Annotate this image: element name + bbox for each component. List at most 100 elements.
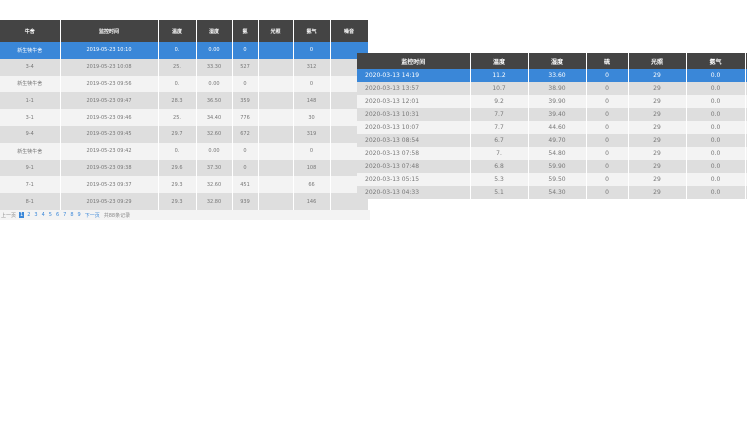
table-cell-extra xyxy=(745,147,748,160)
table-header: 牛舍 监控时间 温度 湿度氨光照 氨气 噪音 xyxy=(0,20,369,42)
table-cell: 37.30 xyxy=(196,159,233,177)
table-row[interactable]: 7-1 2019-05-23 09:37 29.3 32.60 451 66 xyxy=(0,176,369,194)
table-cell-extra xyxy=(745,69,748,82)
table-row[interactable]: 2020-03-13 10:07 7.7 44.60 0 29 0.0 xyxy=(357,121,748,134)
table-cell: 0 xyxy=(232,159,259,177)
column-header[interactable]: 监控时间 xyxy=(60,20,159,42)
column-header[interactable]: 噪音 xyxy=(330,20,369,42)
table-row[interactable]: 2020-03-13 05:15 5.3 59.50 0 29 0.0 xyxy=(357,173,748,186)
table-row[interactable]: 8-1 2019-05-23 09:29 29.3 32.80 939 146 xyxy=(0,193,369,210)
column-header[interactable]: 氨气 xyxy=(686,53,746,69)
table-cell: 0 xyxy=(586,121,629,134)
table-cell: 36.50 xyxy=(196,92,233,110)
pager-page-5[interactable]: 5 xyxy=(48,212,52,218)
pager-page-9[interactable]: 9 xyxy=(77,212,81,218)
table-cell: 0.0 xyxy=(686,186,746,199)
pager-prev-button[interactable]: 上一页 xyxy=(1,212,17,219)
table-cell: 29.7 xyxy=(158,125,197,143)
table-cell: 28.3 xyxy=(158,92,197,110)
table-row[interactable]: 9-4 2019-05-23 09:45 29.7 32.60 672 319 xyxy=(0,125,369,143)
table-cell: 0 xyxy=(586,134,629,147)
pager-page-2[interactable]: 2 xyxy=(27,212,31,218)
column-header[interactable]: 牛舍 xyxy=(0,20,61,42)
table-cell-extra xyxy=(745,134,748,147)
table-cell: 29 xyxy=(628,69,687,82)
table-row[interactable]: 2020-03-13 12:01 9.2 39.90 0 29 0.0 xyxy=(357,95,748,108)
table-cell: 319 xyxy=(293,125,331,143)
column-header[interactable]: 硫 xyxy=(586,53,629,69)
table-cell: 29 xyxy=(628,147,687,160)
table-cell: 25. xyxy=(158,58,197,76)
table-cell: 0.0 xyxy=(686,173,746,186)
pager-page-8[interactable]: 8 xyxy=(70,212,74,218)
pager-page-4[interactable]: 4 xyxy=(41,212,45,218)
column-header[interactable]: 温度 xyxy=(470,53,529,69)
pager-total: 共88条记录 xyxy=(103,212,131,219)
table-row[interactable]: 2020-03-13 04:33 5.1 54.30 0 29 0.0 xyxy=(357,186,748,199)
table-cell: 2020-03-13 07:48 xyxy=(357,160,471,173)
table-cell: 29 xyxy=(628,121,687,134)
table-cell: 5.3 xyxy=(470,173,529,186)
table-cell: 7-1 xyxy=(0,176,61,194)
column-header[interactable]: 氨 xyxy=(232,20,259,42)
table-cell: 0.0 xyxy=(686,69,746,82)
table-cell: 0 xyxy=(586,108,629,121)
pager-page-6[interactable]: 6 xyxy=(55,212,60,218)
table-cell: 29.3 xyxy=(158,176,197,194)
column-header[interactable]: 光照 xyxy=(258,20,294,42)
pager-next-button[interactable]: 下一页 xyxy=(84,212,100,219)
table-cell xyxy=(258,109,294,126)
table-cell: 0 xyxy=(293,142,331,160)
table-row[interactable]: 2020-03-13 07:48 6.8 59.90 0 29 0.0 xyxy=(357,160,748,173)
column-header[interactable]: 监控时间 xyxy=(357,53,471,69)
table-cell: 939 xyxy=(232,193,259,210)
table-cell: 2019-05-23 09:37 xyxy=(60,176,159,194)
table-cell-extra xyxy=(745,160,748,173)
table-row[interactable]: 2020-03-13 07:58 7. 54.80 0 29 0.0 xyxy=(357,147,748,160)
table-cell: 2020-03-13 10:07 xyxy=(357,121,471,134)
column-header[interactable]: 温度 xyxy=(158,20,197,42)
table-cell: 146 xyxy=(293,193,331,210)
table-row[interactable]: 3-1 2019-05-23 09:46 25. 34.40 776 30 xyxy=(0,109,369,126)
table-cell: 2019-05-23 10:08 xyxy=(60,58,159,76)
table-row[interactable]: 2020-03-13 10:31 7.7 39.40 0 29 0.0 xyxy=(357,108,748,121)
table-cell: 312 xyxy=(293,58,331,76)
table-cell: 59.50 xyxy=(528,173,587,186)
column-header[interactable]: 氨气 xyxy=(293,20,331,42)
table-cell: 新生犊牛舍 xyxy=(0,142,61,160)
table-cell: 0.00 xyxy=(196,75,233,93)
table-cell: 2020-03-13 07:58 xyxy=(357,147,471,160)
table-cell: 451 xyxy=(232,176,259,194)
pager-page-3[interactable]: 3 xyxy=(34,212,38,218)
table-cell: 66 xyxy=(293,176,331,194)
column-header[interactable]: 湿度 xyxy=(196,20,233,42)
table-cell: 29 xyxy=(628,186,687,199)
table-row[interactable]: 2020-03-13 14:19 11.2 33.60 0 29 0.0 xyxy=(357,69,748,82)
pager-page-1[interactable]: 1 xyxy=(19,212,25,218)
table-cell: 108 xyxy=(293,159,331,177)
table-cell: 32.60 xyxy=(196,176,233,194)
table-row[interactable]: 1-1 2019-05-23 09:47 28.3 36.50 359 148 xyxy=(0,92,369,110)
table-cell: 9-4 xyxy=(0,125,61,143)
column-header[interactable]: 光照 xyxy=(628,53,687,69)
table-row[interactable]: 3-4 2019-05-23 10:08 25. 33.30 527 312 xyxy=(0,58,369,76)
column-header[interactable]: 湿度 xyxy=(528,53,587,69)
table-cell: 30 xyxy=(293,109,331,126)
table-cell: 38.90 xyxy=(528,82,587,95)
table-row[interactable]: 2020-03-13 13:57 10.7 38.90 0 29 0.0 xyxy=(357,82,748,95)
table-row[interactable]: 9-1 2019-05-23 09:38 29.6 37.30 0 108 xyxy=(0,159,369,177)
table-cell: 33.60 xyxy=(528,69,587,82)
table-cell: 44.60 xyxy=(528,121,587,134)
table-row[interactable]: 新生犊牛舍 2019-05-23 09:56 0. 0.00 0 0 xyxy=(0,75,369,93)
table-cell: 29 xyxy=(628,108,687,121)
table-cell xyxy=(258,75,294,93)
table-row[interactable]: 新生犊牛舍 2019-05-23 09:42 0. 0.00 0 0 xyxy=(0,142,369,160)
table-row[interactable]: 2020-03-13 08:54 6.7 49.70 0 29 0.0 xyxy=(357,134,748,147)
table-cell: 148 xyxy=(293,92,331,110)
table-cell: 0.0 xyxy=(686,82,746,95)
table-cell: 7.7 xyxy=(470,108,529,121)
table-cell: 32.60 xyxy=(196,125,233,143)
table-cell: 0 xyxy=(232,75,259,93)
table-row[interactable]: 新生犊牛舍 2019-05-23 10:10 0. 0.00 0 0 xyxy=(0,42,369,59)
pager-page-7[interactable]: 7 xyxy=(63,212,67,218)
